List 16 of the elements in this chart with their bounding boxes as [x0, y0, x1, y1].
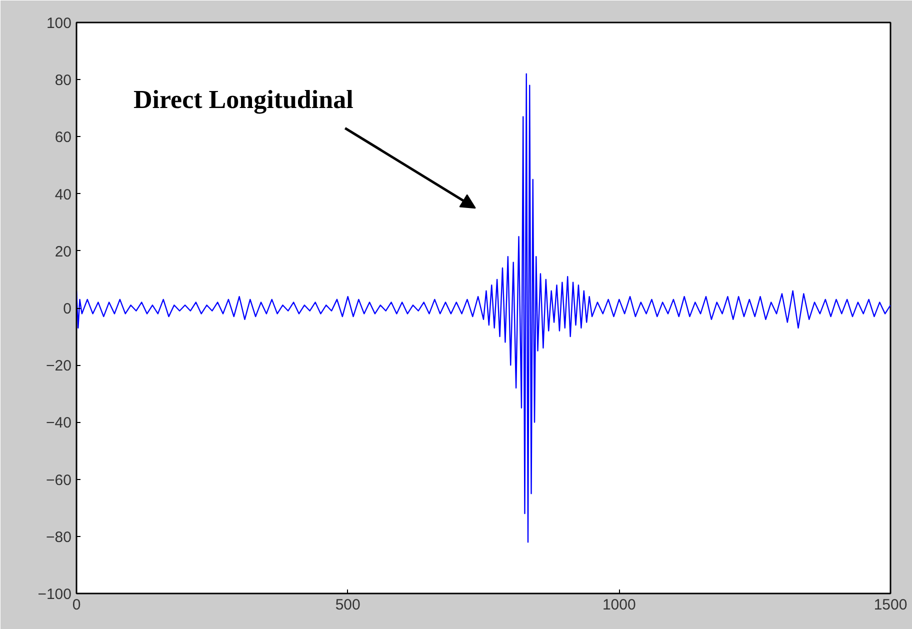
y-tick-label: 60: [54, 129, 72, 146]
y-tick-label: −80: [46, 528, 72, 546]
line-series: [76, 73, 890, 543]
y-tick-label: 40: [54, 186, 72, 204]
y-tick-label: −20: [46, 358, 72, 375]
y-tick-label: 0: [63, 300, 72, 318]
y-tick-label: −60: [46, 472, 72, 489]
y-tick-label: 100: [46, 15, 72, 32]
x-tick-label: 500: [335, 596, 360, 614]
y-tick-label: 20: [54, 243, 72, 260]
y-tick-label: −100: [38, 586, 72, 603]
annotation: Direct Longitudinal: [133, 85, 354, 114]
y-tick-label: 80: [54, 72, 72, 90]
x-tick-label: 1500: [874, 596, 908, 614]
y-tick-label: −40: [46, 414, 72, 432]
x-tick-label: 1000: [602, 596, 636, 614]
